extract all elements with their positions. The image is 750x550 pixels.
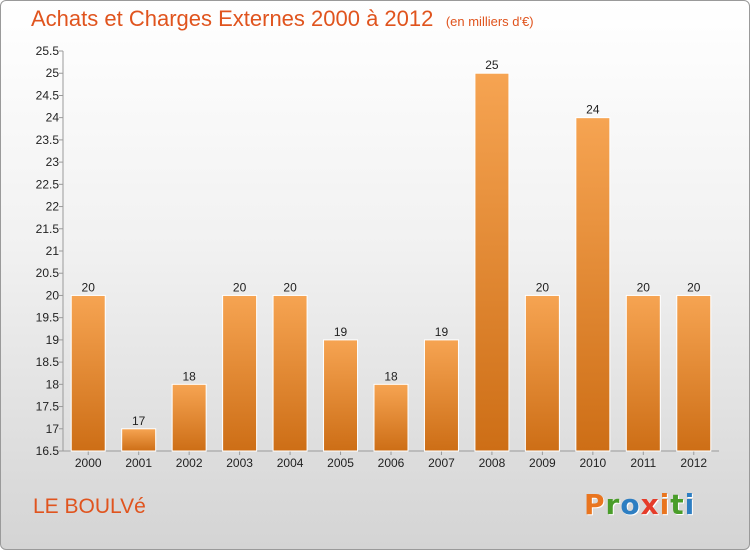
value-label: 20 [82,280,96,294]
x-tick-label: 2004 [277,456,304,470]
y-tick-label: 21.5 [36,222,60,236]
chart-title: Achats et Charges Externes 2000 à 2012 (… [31,6,534,32]
bar-2003 [222,294,258,452]
value-label: 18 [384,369,398,383]
value-label: 18 [182,369,196,383]
x-tick-label: 2009 [529,456,556,470]
bar-2002 [171,383,207,452]
x-tick-label: 2011 [630,456,656,470]
labels: 20 2000 17 2001 18 2002 20 2003 20 2004 19 2005 18 20… [75,58,708,470]
y-tick-label: 23.5 [36,133,60,147]
x-tick-label: 2001 [125,456,152,470]
bar-2001 [121,428,157,452]
value-label: 25 [485,58,499,72]
y-tick-label: 20.5 [36,266,60,280]
y-tick-label: 25.5 [36,44,60,58]
bar-2012 [676,294,712,452]
value-label: 17 [132,414,146,428]
y-tick-label: 17.5 [36,400,60,414]
y-tick-label: 18.5 [36,355,60,369]
y-tick-label: 19 [46,333,60,347]
bar-2006 [373,383,409,452]
proxiti-logo: Proxiti [584,488,696,521]
bar-2011 [625,294,661,452]
x-tick-label: 2006 [378,456,405,470]
y-tick-label: 19.5 [36,311,60,325]
x-tick-label: 2012 [680,456,707,470]
y-tick-label: 24 [46,111,60,125]
y-tick-label: 23 [46,155,60,169]
y-tick-label: 25 [46,66,60,80]
y-tick-label: 20 [46,288,60,302]
bar-2008 [474,72,510,452]
y-tick-label: 16.5 [36,444,60,458]
y-tick-label: 22 [46,200,60,214]
bar-2009 [524,294,560,452]
value-label: 20 [283,280,297,294]
y-tick-label: 22.5 [36,177,60,191]
y-tick-label: 21 [46,244,60,258]
title-unit: (en milliers d'€) [445,14,534,29]
value-label: 20 [637,280,651,294]
axes: 16.5 17 17.5 18 18.5 19 19.5 20 20.5 21 21.5 22 22.5… [36,44,719,458]
value-label: 19 [334,325,348,339]
x-tick-label: 2010 [579,456,606,470]
bar-2010 [575,117,611,452]
x-tick-label: 2002 [176,456,203,470]
bar-2004 [272,294,308,452]
x-tick-label: 2005 [327,456,354,470]
bar-2000 [70,294,106,452]
x-tick-label: 2007 [428,456,455,470]
bar-2005 [323,339,359,452]
value-label: 20 [687,280,701,294]
y-tick-label: 24.5 [36,88,60,102]
value-label: 20 [536,280,550,294]
value-label: 24 [586,103,600,117]
x-tick-label: 2008 [479,456,506,470]
title-main: Achats et Charges Externes 2000 à 2012 [31,6,434,31]
value-label: 20 [233,280,247,294]
value-label: 19 [435,325,449,339]
x-tick-label: 2003 [226,456,253,470]
y-tick-label: 17 [46,422,60,436]
bars [70,72,712,452]
y-tick-label: 18 [46,377,60,391]
place-name: LE BOULVé [33,495,146,518]
x-tick-label: 2000 [75,456,102,470]
bar-2007 [423,339,459,452]
